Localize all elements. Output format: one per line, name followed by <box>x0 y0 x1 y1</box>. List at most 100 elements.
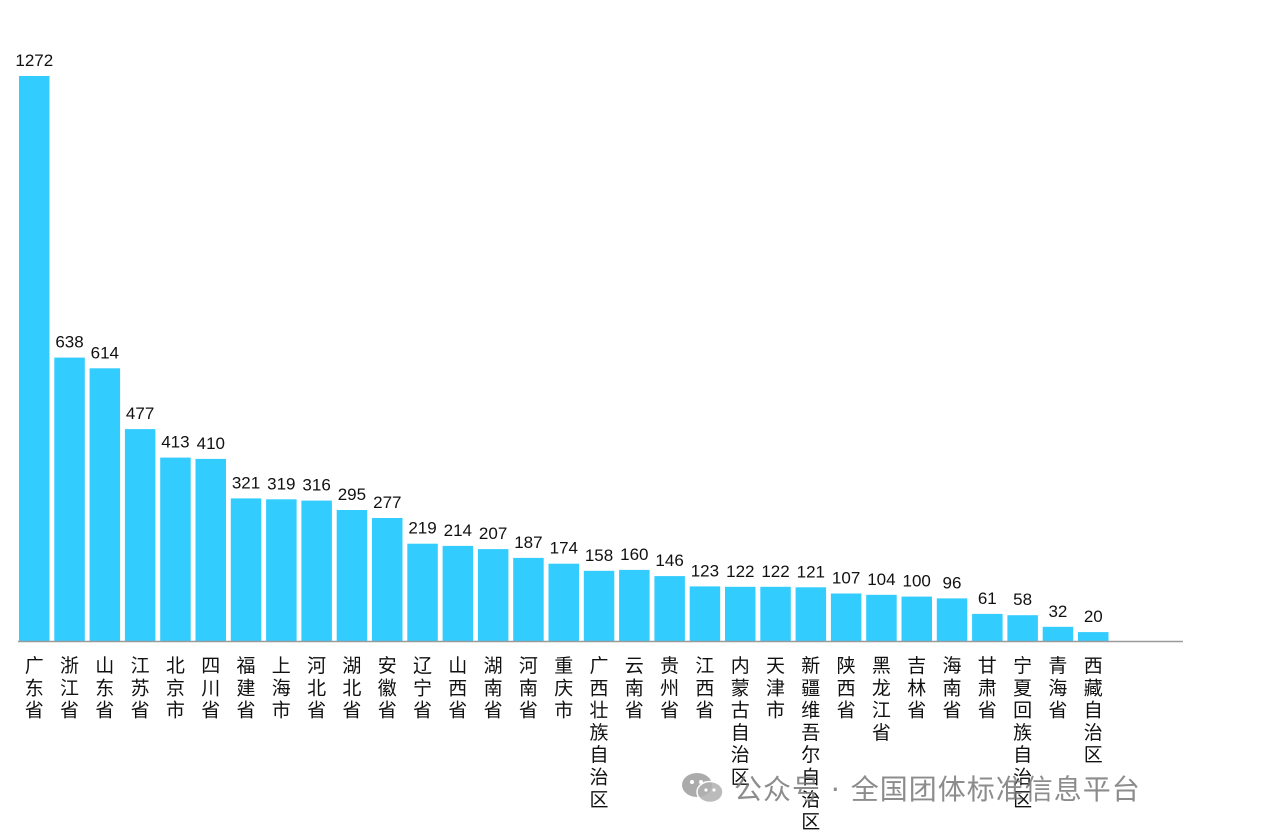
category-label: 宁夏回族自治区 <box>1013 655 1032 811</box>
category-label: 江苏省 <box>131 655 150 722</box>
bar <box>54 357 85 641</box>
bar <box>89 368 121 641</box>
bar <box>372 518 403 641</box>
value-label: 122 <box>726 562 754 581</box>
value-labels-group: 1272 638 614 477 413 410 321 319 316 295 277 219 214… <box>15 51 1102 626</box>
value-label: 158 <box>585 546 613 565</box>
category-label: 广西壮族自治区 <box>589 655 608 811</box>
value-label: 107 <box>832 569 860 588</box>
value-label: 174 <box>550 539 578 558</box>
category-label: 福建省 <box>236 655 255 722</box>
bar <box>195 458 226 641</box>
bar <box>124 429 156 641</box>
value-label: 123 <box>691 561 719 580</box>
value-label: 277 <box>373 493 401 512</box>
bars-group <box>19 76 1109 641</box>
value-label: 20 <box>1084 607 1103 626</box>
category-label: 河北省 <box>307 655 326 722</box>
category-label: 甘肃省 <box>978 655 997 722</box>
category-label: 黑龙江省 <box>872 655 891 744</box>
category-label: 河南省 <box>519 655 538 722</box>
value-label: 477 <box>126 404 154 423</box>
value-label: 1272 <box>15 51 53 70</box>
bar <box>230 498 262 641</box>
category-label: 山东省 <box>95 655 114 722</box>
category-label: 云南省 <box>625 655 644 722</box>
bar <box>513 557 544 641</box>
bar <box>725 586 756 641</box>
bar <box>1078 632 1109 641</box>
bar <box>336 510 368 641</box>
bar <box>972 613 1003 641</box>
bar <box>407 543 438 641</box>
category-label: 吉林省 <box>907 655 926 722</box>
value-label: 61 <box>978 589 997 608</box>
category-label: 海南省 <box>942 655 961 722</box>
bar <box>301 500 332 641</box>
category-labels-group: 广东省浙江省山东省江苏省北京市四川省福建省上海市河北省湖北省安徽省辽宁省山西省湖… <box>25 655 1103 833</box>
bar <box>1007 615 1038 641</box>
value-label: 413 <box>161 433 189 452</box>
watermark: 公众号 · 全国团体标准信息平台 <box>680 768 1141 808</box>
bar <box>866 594 897 641</box>
category-label: 四川省 <box>201 655 220 722</box>
value-label: 146 <box>655 551 683 570</box>
value-label: 319 <box>267 474 295 493</box>
bar <box>548 563 579 641</box>
bar <box>830 593 862 641</box>
bar <box>936 598 968 641</box>
category-label: 贵州省 <box>660 655 679 722</box>
value-label: 638 <box>55 333 83 352</box>
category-label: 湖南省 <box>484 655 503 722</box>
category-label: 浙江省 <box>60 655 79 722</box>
bar <box>760 586 791 641</box>
value-label: 96 <box>943 573 962 592</box>
category-label: 西藏自治区 <box>1084 655 1103 766</box>
category-label: 湖北省 <box>342 655 361 722</box>
bar <box>477 549 509 641</box>
value-label: 219 <box>408 519 436 538</box>
bar <box>795 587 827 641</box>
value-label: 122 <box>761 562 789 581</box>
bar <box>901 596 932 641</box>
bar <box>160 457 191 641</box>
category-label: 北京市 <box>166 655 185 722</box>
value-label: 316 <box>302 476 330 495</box>
category-label: 新疆维吾尔自治区 <box>801 655 820 833</box>
category-label: 内蒙古自治区 <box>731 655 750 789</box>
value-label: 187 <box>514 533 542 552</box>
value-label: 614 <box>91 343 119 362</box>
bar <box>689 586 721 641</box>
value-label: 214 <box>444 521 472 540</box>
category-label: 辽宁省 <box>413 655 432 722</box>
value-label: 121 <box>797 562 825 581</box>
bar <box>654 576 685 641</box>
bar <box>442 545 474 641</box>
category-label: 安徽省 <box>378 655 397 722</box>
value-label: 410 <box>197 434 225 453</box>
value-label: 104 <box>867 570 895 589</box>
value-label: 321 <box>232 473 260 492</box>
category-label: 重庆市 <box>554 655 573 722</box>
value-label: 100 <box>903 572 931 591</box>
watermark-text: 公众号 · 全国团体标准信息平台 <box>734 773 1141 806</box>
bar <box>1042 626 1074 641</box>
bar <box>583 570 615 641</box>
value-label: 295 <box>338 485 366 504</box>
value-label: 160 <box>620 545 648 564</box>
category-label: 陕西省 <box>837 655 856 722</box>
value-label: 32 <box>1048 602 1067 621</box>
category-label: 天津市 <box>766 655 785 722</box>
category-label: 江西省 <box>695 655 714 722</box>
wechat-icon <box>680 770 726 806</box>
bar <box>266 499 297 641</box>
bar <box>619 569 650 641</box>
category-label: 上海市 <box>272 655 291 722</box>
bar <box>19 76 50 641</box>
category-label: 广东省 <box>25 655 44 722</box>
category-label: 山西省 <box>448 655 467 722</box>
category-label: 青海省 <box>1048 655 1067 722</box>
value-label: 58 <box>1013 590 1032 609</box>
value-label: 207 <box>479 524 507 543</box>
